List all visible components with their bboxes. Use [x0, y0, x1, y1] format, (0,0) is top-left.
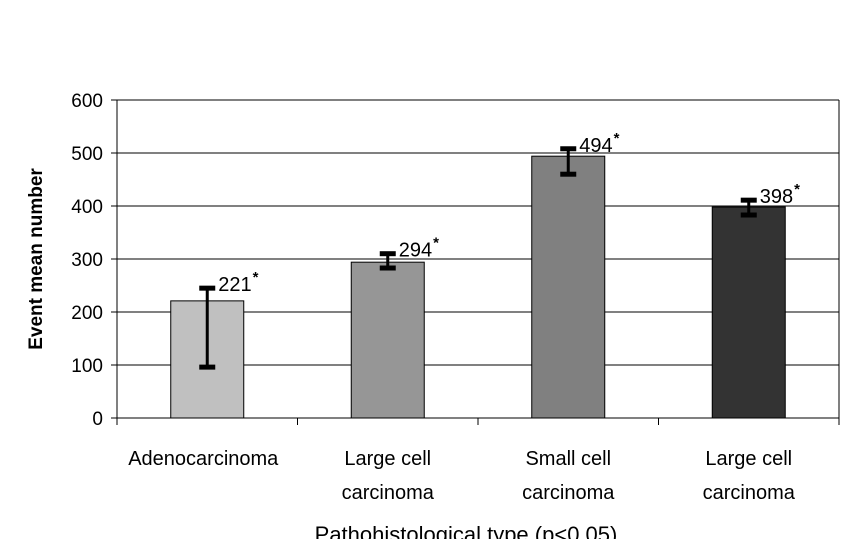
error-bars	[199, 146, 757, 370]
error-bar-cap-high	[379, 251, 396, 257]
y-tick-label: 600	[71, 91, 103, 112]
x-tick-label: Large cell	[344, 448, 431, 470]
data-label-value: 398	[760, 186, 793, 208]
significance-star: *	[614, 130, 620, 147]
y-tick-label: 300	[71, 250, 103, 271]
significance-star: *	[794, 181, 800, 198]
error-bar-cap-low	[379, 265, 396, 271]
significance-star: *	[433, 235, 439, 252]
x-tick-label: Adenocarcinoma	[128, 448, 279, 470]
bar	[711, 206, 786, 419]
data-label-value: 494	[579, 135, 612, 157]
y-tick-labels: 0 100 200 300 400 500 600	[71, 91, 103, 430]
error-bar-cap-high	[560, 146, 577, 152]
y-tick-label: 400	[71, 197, 103, 218]
bar	[350, 261, 425, 419]
data-label: 221*	[218, 269, 258, 296]
y-axis-label: Event mean number	[26, 168, 47, 350]
x-tick-label: carcinoma	[522, 482, 615, 504]
y-tick-label: 200	[71, 303, 103, 324]
bars	[170, 155, 786, 419]
y-tick-label: 100	[71, 356, 103, 377]
error-bar-cap-low	[740, 212, 757, 218]
error-bar-cap-low	[560, 171, 577, 177]
y-tick-label: 500	[71, 144, 103, 165]
x-tick-labels: Adenocarcinoma Large cell carcinoma Small c…	[128, 448, 796, 504]
x-tick-label: Large cell	[705, 448, 792, 470]
error-bar-cap-high	[740, 197, 757, 203]
data-labels: 221*294*494*398*	[218, 130, 800, 296]
x-tick-label: carcinoma	[342, 482, 435, 504]
data-label: 398*	[760, 181, 800, 208]
axes	[111, 99, 840, 425]
significance-star: *	[253, 269, 259, 286]
y-tick-label: 0	[92, 409, 103, 430]
error-bar-cap-high	[199, 285, 216, 291]
x-tick-label: carcinoma	[703, 482, 796, 504]
data-label-value: 294	[399, 240, 432, 262]
data-label: 294*	[399, 235, 439, 262]
data-label-value: 221	[218, 274, 251, 296]
error-bar-cap-low	[199, 364, 216, 370]
data-label: 494*	[579, 130, 619, 157]
bar	[531, 155, 606, 419]
x-tick-label: Small cell	[525, 448, 611, 470]
x-axis-label: Pathohistological type (p<0.05)	[315, 522, 618, 539]
